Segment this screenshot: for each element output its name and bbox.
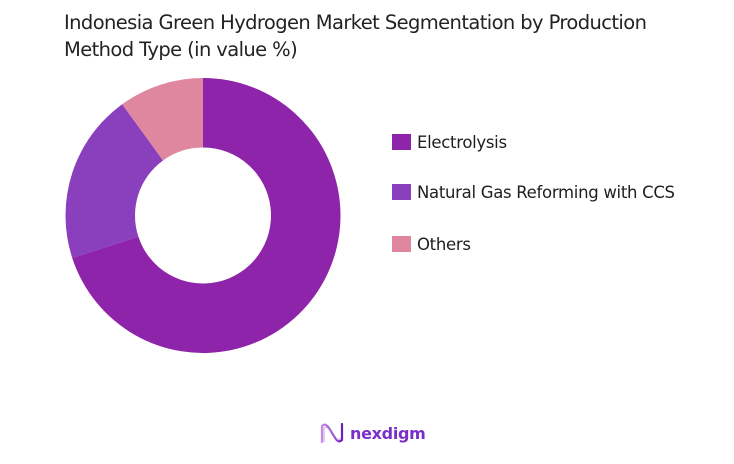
legend-label: Electrolysis — [417, 132, 507, 152]
chart-title: Indonesia Green Hydrogen Market Segmenta… — [64, 11, 647, 61]
donut-slice-others — [122, 78, 203, 161]
donut-slice-natural-gas-reforming-with-ccs — [65, 104, 164, 258]
legend-swatch — [392, 184, 411, 200]
donut-slice-electrolysis — [72, 78, 341, 353]
legend-item-electrolysis: Electrolysis — [392, 132, 507, 152]
legend-label: Natural Gas Reforming with CCS — [417, 182, 675, 202]
legend-swatch — [392, 134, 411, 150]
logo-text: nexdigm — [350, 423, 426, 443]
wave-n-icon — [320, 422, 344, 444]
legend-label: Others — [417, 234, 471, 254]
legend-item-natural-gas-ccs: Natural Gas Reforming with CCS — [392, 182, 675, 202]
legend-swatch — [392, 236, 411, 252]
nexdigm-logo: nexdigm — [320, 422, 426, 444]
legend-item-others: Others — [392, 234, 471, 254]
